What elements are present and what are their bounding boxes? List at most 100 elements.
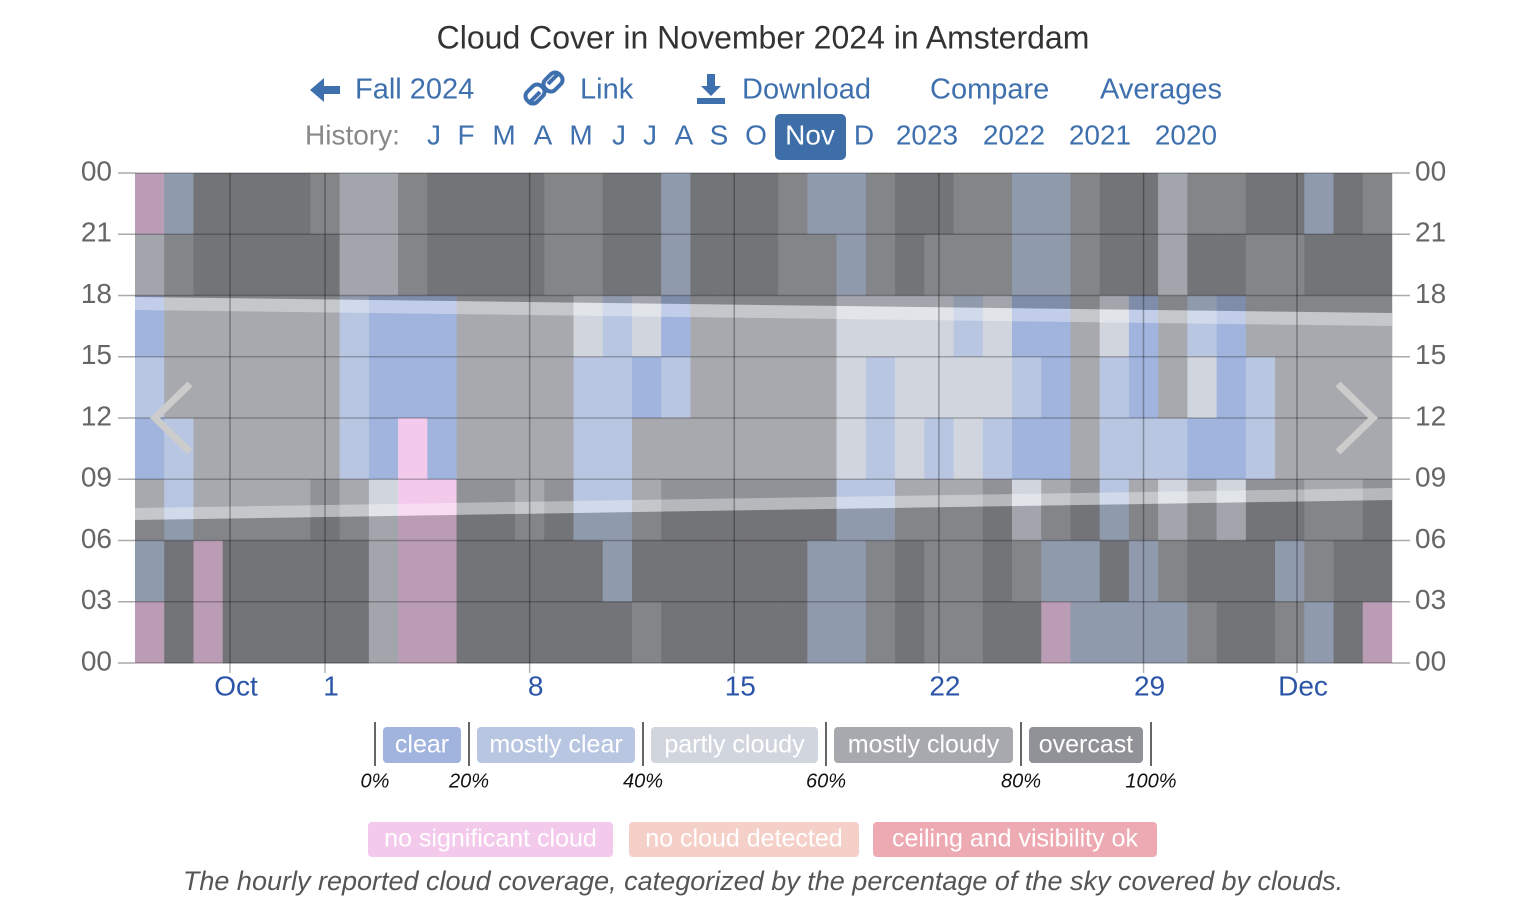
heat-cell (661, 479, 691, 541)
next-arrow[interactable] (1335, 381, 1379, 455)
heat-cell (1216, 601, 1247, 664)
heat-cell (1128, 356, 1159, 419)
history-link[interactable]: J (427, 119, 441, 150)
heat-cell (485, 540, 516, 603)
heat-cell (865, 601, 896, 664)
nav-link[interactable]: Compare (930, 74, 1049, 106)
heat-cell (1275, 295, 1305, 358)
heat-cell (398, 540, 428, 603)
history-link[interactable]: 2021 (1069, 119, 1131, 150)
heat-cell (164, 173, 194, 235)
heat-cell (485, 601, 516, 664)
heat-cell (544, 601, 574, 664)
history-link[interactable]: 2020 (1155, 119, 1217, 150)
history-link[interactable]: 2022 (983, 119, 1045, 150)
heat-cell (1041, 418, 1071, 480)
download-icon (697, 74, 725, 104)
heat-cell (602, 356, 633, 419)
nav-link[interactable]: Link (580, 74, 634, 106)
heat-cell (1011, 479, 1042, 541)
heat-cell (778, 479, 808, 541)
history-link[interactable]: O (745, 119, 767, 150)
heat-cell (1128, 601, 1159, 664)
history-link[interactable]: A (534, 119, 553, 150)
y-tick-label: 09 (81, 462, 112, 493)
heat-cell (895, 295, 925, 358)
heat-cell (719, 540, 750, 603)
nav-link[interactable]: Download (742, 74, 871, 106)
heat-cell (1158, 601, 1188, 664)
history-link[interactable]: S (710, 119, 729, 150)
heat-cell (310, 173, 340, 235)
heat-cell (1187, 418, 1217, 480)
heat-cell (1216, 173, 1247, 235)
heat-cell (485, 479, 516, 541)
legend-threshold: 0% (361, 770, 390, 792)
y-tick-label: 00 (81, 645, 112, 676)
heat-cell (1275, 601, 1305, 664)
heat-cell (602, 601, 633, 664)
night-shade (135, 500, 1392, 663)
history-link[interactable]: F (457, 119, 474, 150)
x-tick-label: Oct (214, 670, 258, 701)
heat-cell (982, 234, 1013, 296)
heat-cell (1245, 540, 1276, 603)
history-link[interactable]: 2023 (896, 119, 958, 150)
heat-cell (193, 540, 223, 603)
back-icon (310, 78, 340, 102)
nav-icons (310, 70, 725, 106)
heat-cell (807, 418, 837, 480)
history-link[interactable]: J (643, 119, 657, 150)
heat-cell (456, 601, 487, 664)
heat-cell (281, 295, 311, 358)
heat-cell (164, 295, 194, 358)
nav-link[interactable]: Averages (1100, 74, 1222, 106)
heat-cell (690, 173, 720, 235)
heat-cell (1041, 234, 1071, 296)
heat-cell (1187, 356, 1217, 419)
heat-cell (1216, 418, 1247, 480)
heat-cell (1187, 173, 1217, 235)
heat-cell (1362, 540, 1393, 603)
heat-cell (456, 479, 487, 541)
heat-cell (748, 418, 779, 480)
heat-cell (748, 540, 779, 603)
heat-cell (1187, 295, 1217, 358)
heat-cell (807, 295, 837, 358)
heat-cell (251, 234, 282, 296)
heat-cell (1245, 234, 1276, 296)
history-link[interactable]: Nov (785, 119, 835, 150)
history-link[interactable]: J (612, 119, 626, 150)
heat-cell (661, 418, 691, 480)
heat-cell (1245, 479, 1276, 541)
heat-cell (1041, 540, 1071, 603)
heat-cell (1304, 173, 1334, 235)
heat-cell (281, 173, 311, 235)
heat-cell (631, 540, 662, 603)
heat-cell (1128, 234, 1159, 296)
history-link[interactable]: D (854, 119, 874, 150)
heat-cell (193, 173, 223, 235)
history-link[interactable]: M (569, 119, 592, 150)
legend-chip (368, 822, 613, 857)
heat-cell (895, 234, 925, 296)
heat-cell (251, 418, 282, 480)
heat-cell (1158, 295, 1188, 358)
history-link[interactable]: A (675, 119, 694, 150)
heat-cell (1245, 295, 1276, 358)
heat-cell (1070, 295, 1100, 358)
prev-arrow[interactable] (149, 381, 193, 455)
heat-cell (573, 295, 604, 358)
heat-cell (398, 234, 428, 296)
history-link[interactable]: M (492, 119, 515, 150)
heat-cell (515, 356, 545, 419)
nav-link[interactable]: Fall 2024 (355, 74, 474, 106)
legend-chip (834, 727, 1013, 763)
heat-cell (310, 356, 340, 419)
heat-cell (281, 356, 311, 419)
page-title: Cloud Cover in November 2024 in Amsterda… (437, 19, 1090, 55)
y-tick-label: 15 (1415, 339, 1446, 370)
heat-cell (690, 479, 720, 541)
heat-cell (485, 356, 516, 419)
